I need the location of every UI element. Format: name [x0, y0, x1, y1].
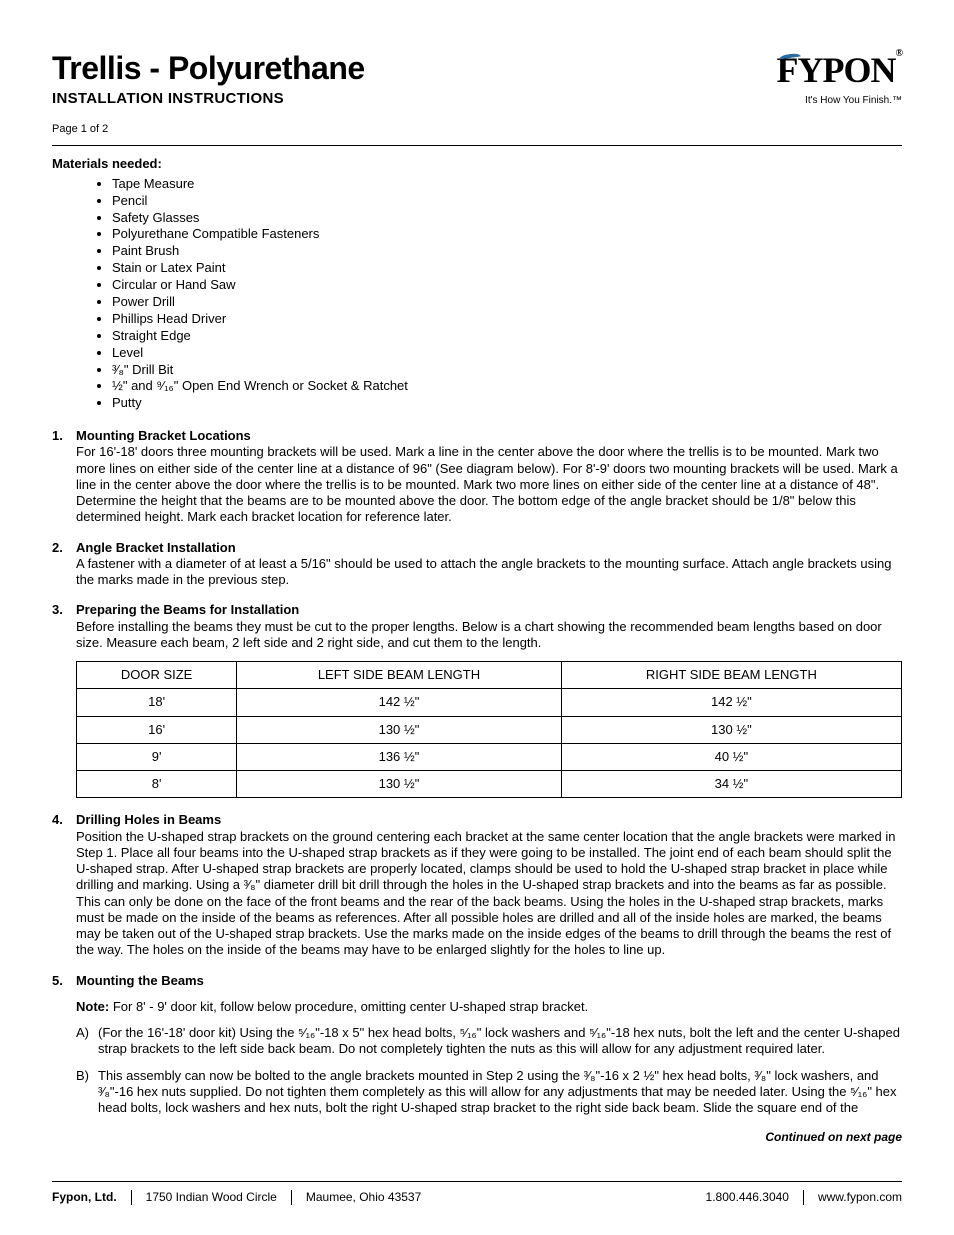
footer-company: Fypon, Ltd.: [52, 1190, 131, 1205]
material-item: Putty: [112, 395, 902, 412]
step-number: 3.: [52, 602, 76, 651]
substep-marker: B): [76, 1068, 98, 1117]
logo-tagline: It's How You Finish.™: [777, 95, 902, 108]
substep-text: (For the 16'-18' door kit) Using the ⁵⁄₁…: [98, 1025, 902, 1058]
material-item: ½" and ⁹⁄₁₆" Open End Wrench or Socket &…: [112, 378, 902, 395]
material-item: Level: [112, 345, 902, 362]
document-subtitle: INSTALLATION INSTRUCTIONS: [52, 90, 365, 109]
table-cell: 136 ½": [237, 743, 562, 770]
continued-label: Continued on next page: [52, 1130, 902, 1145]
table-row: 18' 142 ½" 142 ½": [77, 689, 902, 716]
step-text: Before installing the beams they must be…: [76, 619, 902, 652]
table-header-row: DOOR SIZE LEFT SIDE BEAM LENGTH RIGHT SI…: [77, 662, 902, 689]
table-cell: 16': [77, 716, 237, 743]
footer-right: 1.800.446.3040 www.fypon.com: [692, 1190, 902, 1205]
table-row: 8' 130 ½" 34 ½": [77, 771, 902, 798]
logo-registered-mark: ®: [896, 48, 902, 59]
logo-text: FYPON®: [777, 48, 902, 93]
table-cell: 130 ½": [237, 771, 562, 798]
material-item: Stain or Latex Paint: [112, 260, 902, 277]
note-label: Note:: [76, 999, 109, 1014]
footer-rule: [52, 1181, 902, 1182]
step-number: 4.: [52, 812, 76, 958]
substep-marker: A): [76, 1025, 98, 1058]
step-3: 3. Preparing the Beams for Installation …: [52, 602, 902, 798]
table-cell: 8': [77, 771, 237, 798]
substep-b: B) This assembly can now be bolted to th…: [76, 1068, 902, 1117]
step-text: Position the U-shaped strap brackets on …: [76, 829, 902, 959]
table-cell: 9': [77, 743, 237, 770]
material-item: Paint Brush: [112, 243, 902, 260]
table-cell: 142 ½": [561, 689, 901, 716]
material-item: Circular or Hand Saw: [112, 277, 902, 294]
material-item: ³⁄₈" Drill Bit: [112, 362, 902, 379]
footer-left: Fypon, Ltd. 1750 Indian Wood Circle Maum…: [52, 1190, 435, 1205]
material-item: Power Drill: [112, 294, 902, 311]
material-item: Tape Measure: [112, 176, 902, 193]
title-block: Trellis - Polyurethane INSTALLATION INST…: [52, 48, 365, 137]
step-title: Mounting the Beams: [76, 973, 902, 989]
material-item: Straight Edge: [112, 328, 902, 345]
document-header: Trellis - Polyurethane INSTALLATION INST…: [52, 48, 902, 137]
substep-a: A) (For the 16'-18' door kit) Using the …: [76, 1025, 902, 1058]
step-text: For 16'-18' doors three mounting bracket…: [76, 444, 902, 525]
step-4: 4. Drilling Holes in Beams Position the …: [52, 812, 902, 958]
footer-url: www.fypon.com: [803, 1190, 902, 1205]
table-header: RIGHT SIDE BEAM LENGTH: [561, 662, 901, 689]
materials-list: Tape Measure Pencil Safety Glasses Polyu…: [52, 176, 902, 412]
material-item: Safety Glasses: [112, 210, 902, 227]
table-cell: 18': [77, 689, 237, 716]
substep-text: This assembly can now be bolted to the a…: [98, 1068, 902, 1117]
step-5: 5. Mounting the Beams Note: For 8' - 9' …: [52, 973, 902, 1117]
step-number: 1.: [52, 428, 76, 526]
footer-address: 1750 Indian Wood Circle: [131, 1190, 291, 1205]
document-title: Trellis - Polyurethane: [52, 48, 365, 88]
step-2: 2. Angle Bracket Installation A fastener…: [52, 540, 902, 589]
table-cell: 40 ½": [561, 743, 901, 770]
step-title: Mounting Bracket Locations: [76, 428, 902, 444]
step-note: Note: For 8' - 9' door kit, follow below…: [76, 999, 902, 1015]
table-cell: 130 ½": [237, 716, 562, 743]
header-rule: [52, 145, 902, 146]
page-number-label: Page 1 of 2: [52, 123, 365, 137]
step-number: 5.: [52, 973, 76, 1016]
brand-logo: FYPON® It's How You Finish.™: [777, 48, 902, 108]
step-title: Drilling Holes in Beams: [76, 812, 902, 828]
step-1: 1. Mounting Bracket Locations For 16'-18…: [52, 428, 902, 526]
instruction-steps: 1. Mounting Bracket Locations For 16'-18…: [52, 428, 902, 1116]
material-item: Phillips Head Driver: [112, 311, 902, 328]
material-item: Polyurethane Compatible Fasteners: [112, 226, 902, 243]
table-header: LEFT SIDE BEAM LENGTH: [237, 662, 562, 689]
step-title: Angle Bracket Installation: [76, 540, 902, 556]
table-cell: 34 ½": [561, 771, 901, 798]
materials-heading: Materials needed:: [52, 156, 902, 172]
substeps: A) (For the 16'-18' door kit) Using the …: [52, 1025, 902, 1116]
beam-length-table: DOOR SIZE LEFT SIDE BEAM LENGTH RIGHT SI…: [76, 661, 902, 798]
step-number: 2.: [52, 540, 76, 589]
table-row: 9' 136 ½" 40 ½": [77, 743, 902, 770]
material-item: Pencil: [112, 193, 902, 210]
table-header: DOOR SIZE: [77, 662, 237, 689]
footer-phone: 1.800.446.3040: [692, 1190, 803, 1205]
step-title: Preparing the Beams for Installation: [76, 602, 902, 618]
footer-city: Maumee, Ohio 43537: [291, 1190, 435, 1205]
table-row: 16' 130 ½" 130 ½": [77, 716, 902, 743]
page-footer: Fypon, Ltd. 1750 Indian Wood Circle Maum…: [52, 1181, 902, 1205]
note-text: For 8' - 9' door kit, follow below proce…: [109, 999, 588, 1014]
table-cell: 130 ½": [561, 716, 901, 743]
step-text: A fastener with a diameter of at least a…: [76, 556, 902, 589]
table-cell: 142 ½": [237, 689, 562, 716]
